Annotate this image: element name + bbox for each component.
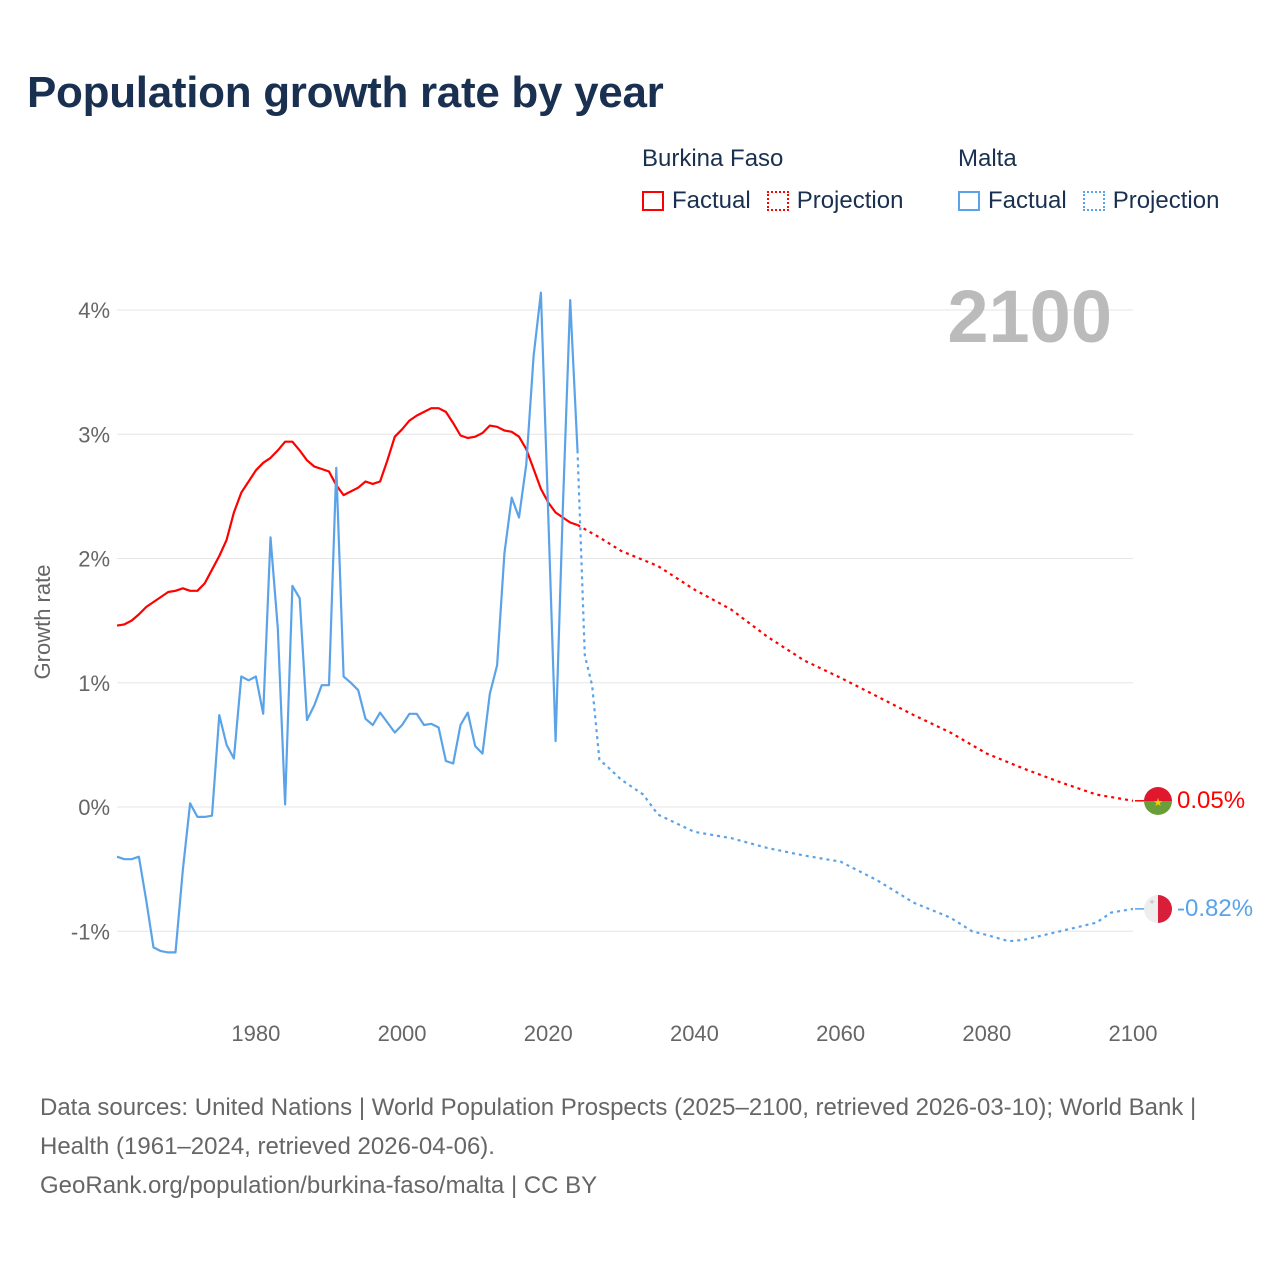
line-chart: -1% 0% 1% 2% 3% 4% 1980 2000 2020 2040 2060 2080 210…	[30, 275, 1253, 1046]
chart-title: Population growth rate by year	[27, 68, 664, 117]
malta-projection-line	[576, 450, 1134, 943]
legend-malta: Malta Factual Projection	[958, 145, 1235, 215]
x-tick-label: 2020	[524, 1021, 573, 1046]
x-tick-label: 2000	[378, 1021, 427, 1046]
legend-swatch-projection	[766, 191, 789, 211]
svg-text:+: +	[1149, 897, 1154, 907]
y-tick-label: 2%	[78, 547, 110, 572]
footer: Data sources: United Nations | World Pop…	[40, 1088, 1240, 1205]
x-tick-label: 2060	[816, 1021, 865, 1046]
burkina-faso-end-value: 0.05%	[1177, 787, 1245, 814]
legend-swatch-factual	[642, 191, 664, 211]
legend-label-factual: Factual	[672, 187, 751, 214]
data-sources: Data sources: United Nations | World Pop…	[40, 1094, 1197, 1160]
legend-group-name: Burkina Faso	[642, 145, 784, 172]
x-tick-label: 1980	[231, 1021, 280, 1046]
svg-text:★: ★	[1153, 797, 1163, 809]
legend-label-projection: Projection	[1112, 187, 1220, 214]
year-indicator: 2100	[947, 275, 1112, 358]
burkina-faso-flag-icon: ★	[1144, 787, 1172, 815]
legend-swatch-factual	[958, 191, 980, 211]
y-tick-label: 3%	[78, 422, 110, 447]
x-tick-label: 2100	[1109, 1021, 1158, 1046]
malta-flag-icon: +	[1144, 895, 1172, 923]
y-tick-label: -1%	[71, 919, 110, 944]
legend-swatch-projection	[1082, 191, 1105, 211]
burkina-faso-projection-line	[576, 524, 1134, 802]
malta-factual-line	[116, 291, 579, 954]
legend-label-projection: Projection	[796, 187, 904, 214]
burkina-faso-factual-line	[116, 407, 578, 627]
y-tick-label: 4%	[78, 298, 110, 323]
malta-end-value: -0.82%	[1177, 895, 1253, 922]
legend-group-name: Malta	[958, 145, 1017, 172]
y-axis-label: Growth rate	[30, 565, 55, 680]
legend-burkina-faso: Burkina Faso Factual Projection	[642, 145, 919, 215]
x-tick-label: 2040	[670, 1021, 719, 1046]
legend-label-factual: Factual	[988, 187, 1067, 214]
x-tick-label: 2080	[962, 1021, 1011, 1046]
y-tick-label: 1%	[78, 671, 110, 696]
y-tick-label: 0%	[78, 795, 110, 820]
source-link[interactable]: GeoRank.org/population/burkina-faso/malt…	[40, 1172, 598, 1199]
